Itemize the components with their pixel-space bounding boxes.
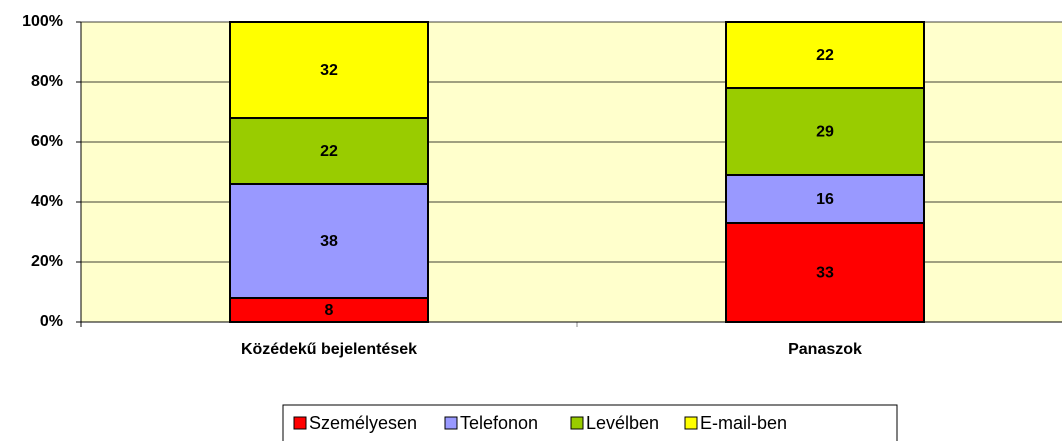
y-tick-label: 60% — [31, 133, 63, 150]
y-tick-label: 0% — [40, 313, 63, 330]
data-label: 29 — [816, 124, 834, 141]
data-label: 22 — [816, 47, 834, 64]
y-tick-label: 40% — [31, 193, 63, 210]
x-tick-label: Közédekű bejelentések — [241, 341, 417, 358]
data-label: 33 — [816, 265, 834, 282]
bar-segment — [725, 21, 925, 89]
x-tick-label: Panaszok — [788, 341, 862, 358]
y-tick-label: 100% — [22, 13, 63, 30]
legend-label: Levélben — [586, 413, 659, 433]
bar-segment — [229, 21, 429, 119]
data-label: 16 — [816, 191, 834, 208]
bar-segment — [725, 87, 925, 176]
legend-box — [282, 404, 898, 441]
data-label: 32 — [320, 62, 338, 79]
data-label: 22 — [320, 143, 338, 160]
data-label: 38 — [320, 233, 338, 250]
legend-label: Telefonon — [460, 413, 538, 433]
legend-swatch — [570, 416, 584, 430]
y-tick-label: 80% — [31, 73, 63, 90]
legend-swatch — [444, 416, 458, 430]
legend-swatch — [684, 416, 698, 430]
legend-label: Személyesen — [309, 413, 417, 433]
data-label: 8 — [325, 302, 334, 319]
legend-label: E-mail-ben — [700, 413, 787, 433]
bar-segment — [725, 174, 925, 224]
bar-segment — [725, 222, 925, 323]
legend-swatch — [293, 416, 307, 430]
y-tick-label: 20% — [31, 253, 63, 270]
